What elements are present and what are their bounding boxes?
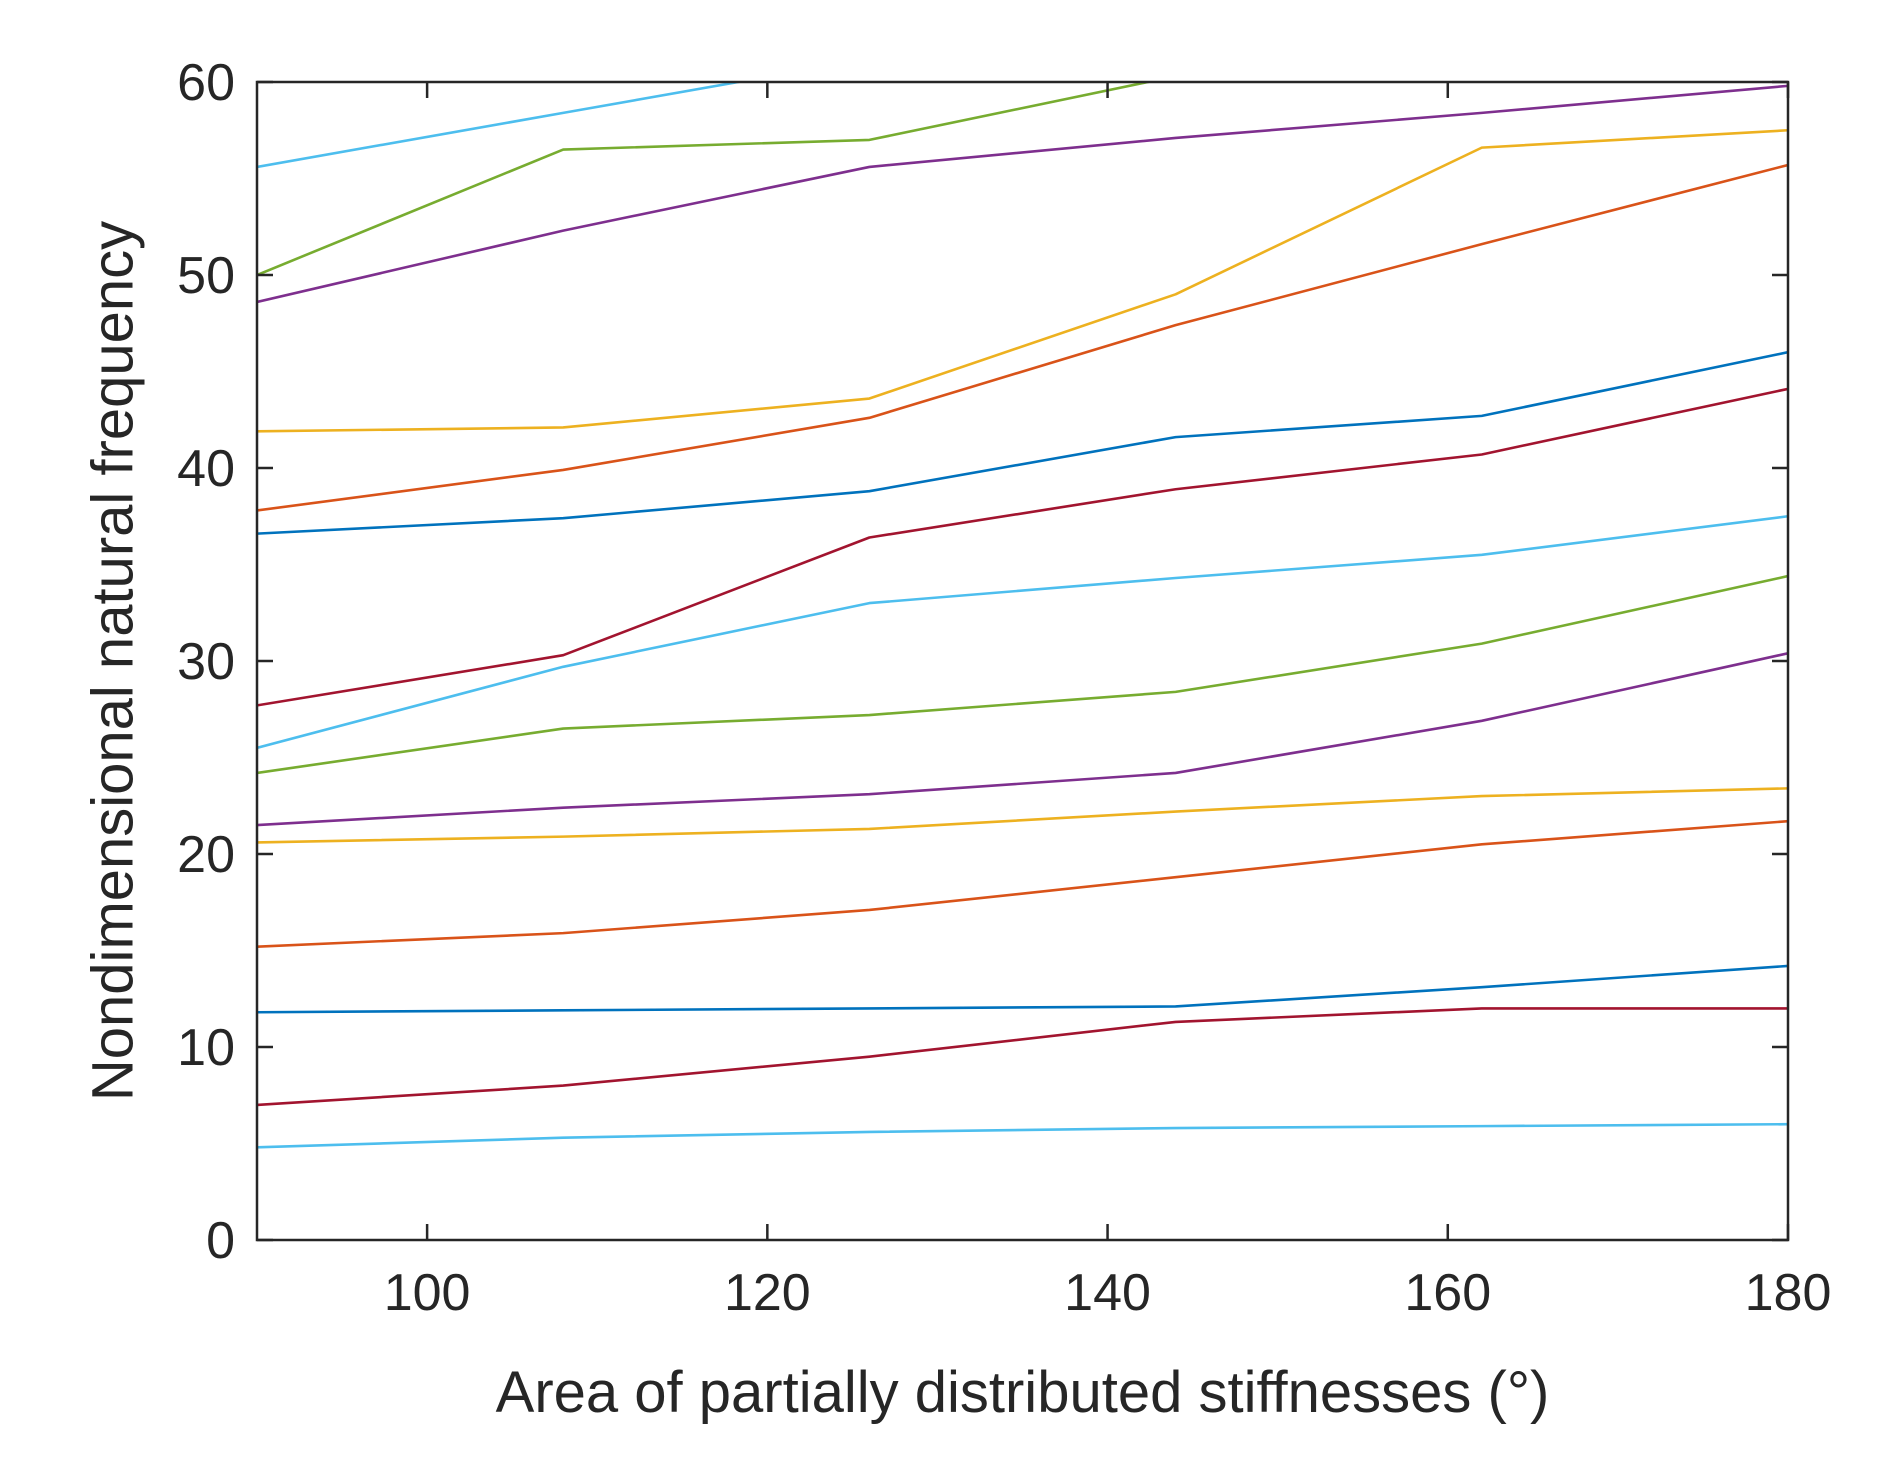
series-line-mode-12 <box>257 128 1788 433</box>
series-line-mode-13 <box>257 84 1788 304</box>
y-tick-label-20: 20 <box>177 826 235 884</box>
series-line-mode-14 <box>257 82 1155 277</box>
tick-layer: 100 120 140 160 180 0 10 20 30 40 50 60 <box>177 54 1831 1322</box>
series-line-mode-4 <box>257 819 1788 948</box>
series-line-mode-11 <box>257 163 1788 512</box>
series-line-mode-10 <box>257 350 1788 535</box>
y-tick-label-40: 40 <box>177 440 235 498</box>
y-axis-label: Nondimensional natural frequency <box>80 221 145 1101</box>
series-line-mode-5 <box>257 787 1788 844</box>
x-tick-label-100: 100 <box>384 1264 471 1322</box>
series-line-mode-2 <box>257 1007 1788 1107</box>
series-line-mode-8 <box>257 514 1788 750</box>
series-line-mode-7 <box>257 574 1788 775</box>
x-tick-label-180: 180 <box>1745 1264 1832 1322</box>
x-tick-label-140: 140 <box>1064 1264 1151 1322</box>
series-line-mode-15 <box>257 82 746 169</box>
series-line-mode-6 <box>257 651 1788 827</box>
plot-frame <box>255 80 1790 1242</box>
y-tick-label-50: 50 <box>177 247 235 305</box>
x-tick-label-160: 160 <box>1404 1264 1491 1322</box>
y-tick-label-10: 10 <box>177 1019 235 1077</box>
series-layer <box>257 82 1788 1149</box>
y-tick-label-30: 30 <box>177 633 235 691</box>
x-tick-label-120: 120 <box>724 1264 811 1322</box>
series-line-mode-1 <box>257 1122 1788 1149</box>
y-tick-label-60: 60 <box>177 54 235 112</box>
y-tick-label-0: 0 <box>206 1212 235 1270</box>
x-axis-label: Area of partially distributed stiffnesse… <box>496 1360 1550 1425</box>
series-line-mode-3 <box>257 964 1788 1014</box>
series-line-mode-9 <box>257 387 1788 707</box>
